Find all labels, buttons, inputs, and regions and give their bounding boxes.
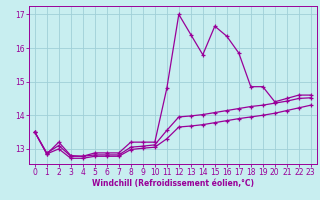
X-axis label: Windchill (Refroidissement éolien,°C): Windchill (Refroidissement éolien,°C) [92, 179, 254, 188]
